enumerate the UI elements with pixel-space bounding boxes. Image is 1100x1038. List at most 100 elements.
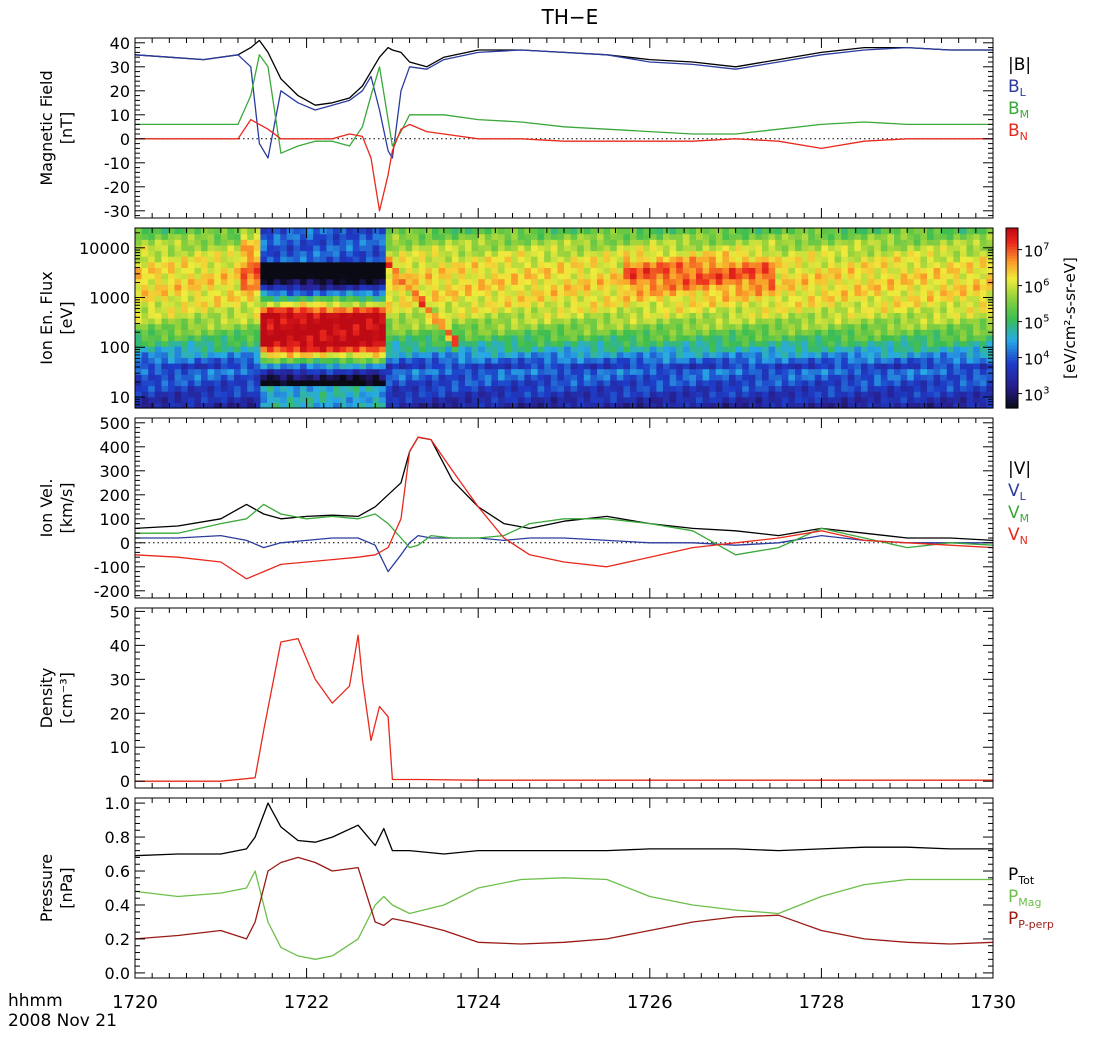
spectrogram-cell xyxy=(630,357,638,364)
spectrogram-cell xyxy=(168,402,176,409)
spectrogram-cell xyxy=(834,250,842,257)
spectrogram-cell xyxy=(748,239,756,246)
spectrogram-cell xyxy=(689,228,697,235)
spectrogram-cell xyxy=(861,278,869,285)
spectrogram-cell xyxy=(260,244,268,252)
colorbar-segment xyxy=(1006,303,1018,307)
spectrogram-cell xyxy=(867,244,875,252)
spectrogram-cell xyxy=(788,391,796,398)
spectrogram-cell xyxy=(676,318,684,325)
spectrogram-cell xyxy=(821,346,829,353)
spectrogram-cell xyxy=(253,278,261,285)
spectrogram-cell xyxy=(735,351,743,358)
spectrogram-cell xyxy=(379,391,387,398)
spectrogram-cell xyxy=(392,357,400,364)
spectrogram-cell xyxy=(491,374,499,381)
spectrogram-cell xyxy=(445,318,453,325)
spectrogram-cell xyxy=(933,385,941,392)
spectrogram-cell xyxy=(775,351,783,358)
spectrogram-cell xyxy=(597,301,605,308)
spectrogram-cell xyxy=(610,391,618,398)
spectrogram-cell xyxy=(399,385,407,392)
spectrogram-cell xyxy=(148,284,156,291)
spectrogram-cell xyxy=(979,228,987,235)
spectrogram-cell xyxy=(828,267,836,274)
spectrogram-cell xyxy=(689,273,697,280)
spectrogram-cell xyxy=(907,261,915,268)
spectrogram-cell xyxy=(748,284,756,291)
spectrogram-cell xyxy=(946,318,954,325)
spectrogram-cell xyxy=(300,278,308,285)
spectrogram-cell xyxy=(834,379,842,387)
spectrogram-cell xyxy=(887,374,895,381)
spectrogram-cell xyxy=(880,273,888,280)
spectrogram-cell xyxy=(445,368,453,375)
spectrogram-cell xyxy=(227,250,235,257)
spectrogram-cell xyxy=(352,379,360,387)
spectrogram-cell xyxy=(174,402,182,409)
spectrogram-cell xyxy=(498,228,506,235)
spectrogram-cell xyxy=(735,301,743,308)
spectrogram-cell xyxy=(524,273,532,280)
spectrogram-cell xyxy=(352,233,360,240)
spectrogram-cell xyxy=(385,346,393,353)
spectrogram-cell xyxy=(966,396,974,403)
spectrogram-cell xyxy=(201,233,209,240)
spectrogram-cell xyxy=(768,244,776,252)
colorbar-segment xyxy=(1006,381,1018,385)
spectrogram-cell xyxy=(986,278,994,285)
spectrogram-cell xyxy=(656,267,664,274)
spectrogram-cell xyxy=(828,239,836,246)
spectrogram-cell xyxy=(828,402,836,409)
spectrogram-cell xyxy=(854,329,862,336)
spectrogram-cell xyxy=(174,391,182,398)
spectrogram-cell xyxy=(438,391,446,398)
spectrogram-cell xyxy=(293,402,301,409)
spectrogram-cell xyxy=(247,284,255,291)
spectrogram-cell xyxy=(273,284,281,291)
spectrogram-cell xyxy=(874,301,882,308)
spectrogram-cell xyxy=(517,312,525,319)
spectrogram-cell xyxy=(280,244,288,252)
spectrogram-cell xyxy=(253,385,261,392)
spectrogram-cell xyxy=(306,233,314,240)
spectrogram-cell xyxy=(834,323,842,330)
spectrogram-cell xyxy=(960,329,968,336)
spectrogram-cell xyxy=(524,346,532,353)
spectrogram-cell xyxy=(557,391,565,398)
spectrogram-cell xyxy=(643,306,651,313)
spectrogram-cell xyxy=(174,329,182,336)
spectrogram-cell xyxy=(550,402,558,409)
spectrogram-cell xyxy=(174,284,182,291)
spectrogram-cell xyxy=(154,363,162,370)
spectrogram-cell xyxy=(735,256,743,263)
spectrogram-cell xyxy=(207,295,215,302)
spectrogram-cell xyxy=(234,340,242,347)
spectrogram-cell xyxy=(814,239,822,246)
spectrogram-cell xyxy=(359,351,367,358)
spectrogram-cell xyxy=(333,267,341,274)
spectrogram-cell xyxy=(154,334,162,342)
spectrogram-cell xyxy=(458,239,466,246)
spectrogram-cell xyxy=(168,363,176,370)
spectrogram-cell xyxy=(498,357,506,364)
spectrogram-cell xyxy=(960,239,968,246)
spectrogram-cell xyxy=(907,228,915,235)
spectrogram-cell xyxy=(181,273,189,280)
spectrogram-cell xyxy=(953,385,961,392)
spectrogram-cell xyxy=(616,385,624,392)
spectrogram-cell xyxy=(392,312,400,319)
spectrogram-cell xyxy=(702,228,710,235)
spectrogram-cell xyxy=(821,379,829,387)
spectrogram-cell xyxy=(979,402,987,409)
spectrogram-cell xyxy=(346,250,354,257)
spectrogram-cell xyxy=(709,363,717,370)
spectrogram-cell xyxy=(597,379,605,387)
spectrogram-cell xyxy=(148,391,156,398)
spectrogram-cell xyxy=(484,301,492,308)
spectrogram-cell xyxy=(795,256,803,263)
spectrogram-cell xyxy=(511,385,519,392)
spectrogram-cell xyxy=(425,284,433,291)
spectrogram-cell xyxy=(867,256,875,263)
spectrogram-cell xyxy=(214,312,222,319)
